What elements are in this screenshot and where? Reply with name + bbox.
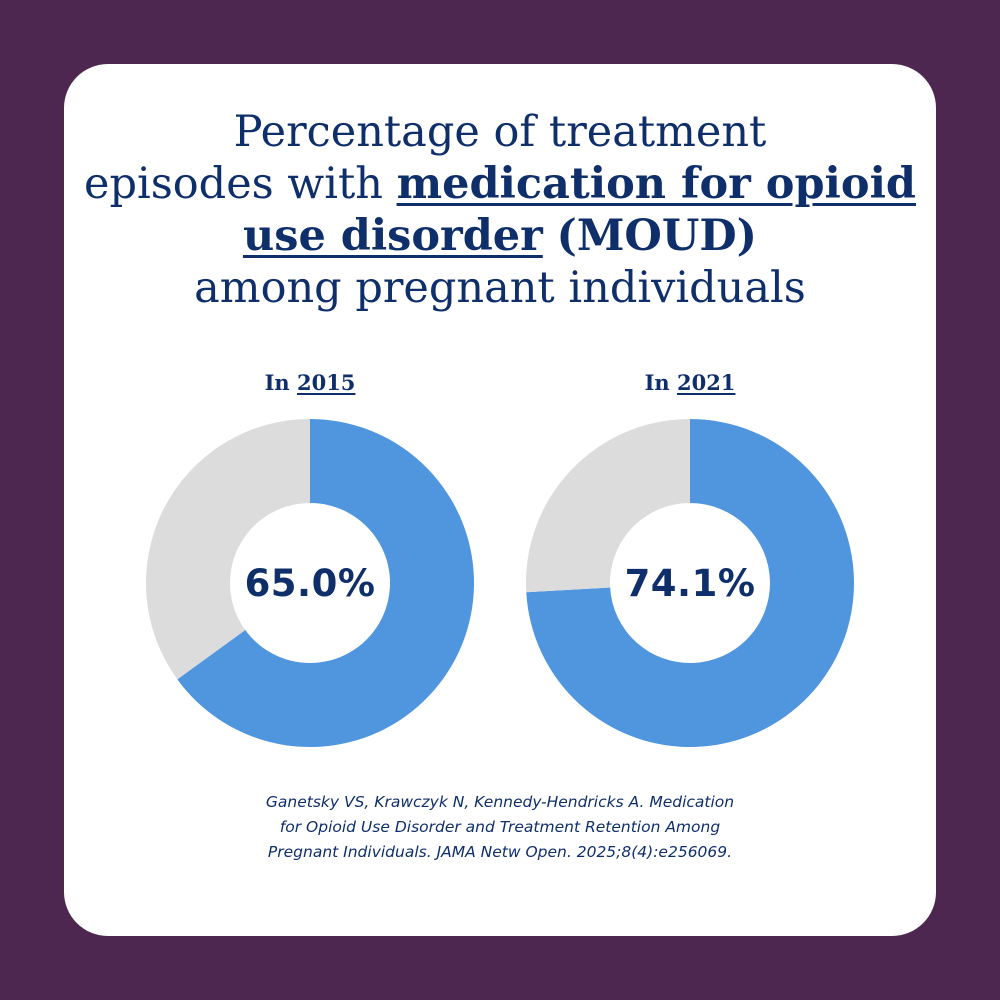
title-line-4: among pregnant individuals [194,263,806,313]
source-citation: Ganetsky VS, Krawczyk N, Kennedy-Hendric… [200,790,800,865]
donut-2015-value-label: 65.0% [244,561,376,605]
infographic-card: Percentage of treatment episodes with me… [64,64,936,936]
chart-2021-label-prefix: In [644,370,670,395]
chart-2015-label-prefix: In [264,370,290,395]
donut-2021-value-label: 74.1% [624,561,756,605]
donut-2021-slice-remainder [526,419,690,593]
donut-2015-slice-remainder [146,419,310,680]
chart-2021-year: 2021 [676,370,736,395]
donut-chart-2015: 65.0% [145,418,475,748]
chart-2015-label: In 2015 [150,370,470,395]
title-line-1: Percentage of treatment [233,107,767,157]
title-emphasis: medication for opioid use disorder [242,159,916,261]
donut-2015-svg [146,419,474,747]
donut-2021-svg [526,419,854,747]
chart-2021-label: In 2021 [530,370,850,395]
citation-line-2: for Opioid Use Disorder and Treatment Re… [279,818,721,836]
donut-chart-2021: 74.1% [525,418,855,748]
title-line-2-plain: episodes with [84,159,397,209]
donut-2015-slice-moud [177,419,474,747]
chart-title: Percentage of treatment episodes with me… [64,106,936,314]
chart-2015-year: 2015 [296,370,356,395]
donut-2021-slice-moud [526,419,854,747]
citation-line-3: Pregnant Individuals. JAMA Netw Open. 20… [267,843,733,861]
title-moud-abbrev: (MOUD) [556,211,758,261]
citation-line-1: Ganetsky VS, Krawczyk N, Kennedy-Hendric… [265,793,735,811]
